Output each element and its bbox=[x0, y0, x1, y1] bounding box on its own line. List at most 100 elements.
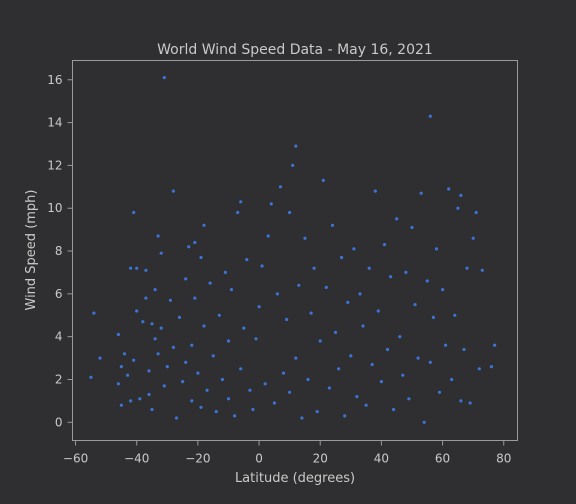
data-point bbox=[330, 223, 335, 227]
data-point bbox=[147, 392, 151, 397]
data-point bbox=[419, 191, 423, 195]
data-point bbox=[229, 288, 234, 292]
data-point bbox=[413, 303, 417, 307]
data-point bbox=[119, 403, 123, 407]
data-point bbox=[437, 390, 442, 394]
data-point bbox=[416, 356, 420, 360]
data-point bbox=[395, 217, 399, 221]
y-tick-label: 12 bbox=[47, 158, 62, 172]
data-point bbox=[471, 236, 475, 240]
data-point bbox=[398, 335, 402, 339]
data-point bbox=[382, 243, 387, 247]
x-axis-ticks: −60 −40 −20 0 20 40 60 80 bbox=[63, 440, 511, 466]
data-point bbox=[444, 343, 448, 347]
data-point bbox=[294, 356, 298, 360]
data-point bbox=[248, 388, 252, 392]
data-point bbox=[193, 240, 197, 245]
data-point bbox=[367, 266, 371, 270]
data-point bbox=[211, 354, 215, 358]
data-point bbox=[257, 305, 261, 309]
y-tick-label: 14 bbox=[47, 116, 62, 130]
data-point bbox=[459, 399, 463, 403]
x-tick-label: −20 bbox=[185, 452, 210, 466]
data-point bbox=[407, 397, 411, 401]
data-point bbox=[223, 270, 227, 274]
data-point bbox=[346, 300, 350, 304]
data-point bbox=[129, 399, 133, 403]
data-point bbox=[493, 343, 497, 347]
data-point bbox=[239, 367, 243, 371]
data-point bbox=[202, 324, 206, 328]
data-point bbox=[156, 352, 160, 356]
data-point bbox=[260, 264, 264, 268]
data-point bbox=[355, 395, 359, 399]
data-point bbox=[370, 362, 374, 367]
y-tick-label: 8 bbox=[55, 244, 63, 258]
data-point bbox=[254, 337, 258, 341]
data-point bbox=[138, 397, 142, 401]
data-point bbox=[162, 384, 166, 388]
data-point bbox=[474, 210, 478, 215]
data-point bbox=[132, 358, 136, 362]
data-point bbox=[465, 266, 469, 270]
data-point bbox=[181, 380, 185, 384]
data-point bbox=[285, 317, 289, 322]
data-point bbox=[92, 311, 96, 315]
data-point bbox=[184, 360, 188, 364]
data-point bbox=[196, 371, 200, 375]
data-point bbox=[236, 210, 240, 215]
data-point bbox=[193, 296, 197, 300]
data-point bbox=[297, 283, 301, 287]
y-axis-label: Wind Speed (mph) bbox=[24, 190, 39, 311]
data-point bbox=[428, 360, 432, 364]
data-point bbox=[343, 414, 347, 418]
data-point bbox=[251, 407, 255, 412]
data-point bbox=[226, 339, 231, 343]
data-point bbox=[392, 407, 396, 412]
scatter-points bbox=[89, 76, 497, 424]
data-point bbox=[119, 365, 123, 369]
data-point bbox=[177, 315, 182, 319]
data-point bbox=[306, 377, 310, 382]
x-axis-label: Latitude (degrees) bbox=[235, 471, 355, 486]
data-point bbox=[489, 365, 494, 369]
data-point bbox=[147, 369, 151, 373]
y-tick-label: 16 bbox=[47, 73, 62, 87]
data-point bbox=[116, 332, 120, 337]
data-point bbox=[98, 356, 102, 360]
chart-title: World Wind Speed Data - May 16, 2021 bbox=[157, 42, 433, 58]
data-point bbox=[303, 236, 307, 240]
data-point bbox=[462, 347, 466, 352]
data-point bbox=[434, 247, 439, 251]
x-tick-label: −40 bbox=[124, 452, 149, 466]
data-point bbox=[373, 189, 377, 193]
x-tick-label: 20 bbox=[313, 452, 328, 466]
data-point bbox=[208, 281, 212, 285]
data-point bbox=[281, 371, 286, 375]
data-point bbox=[245, 258, 249, 262]
data-point bbox=[318, 339, 322, 343]
data-point bbox=[447, 187, 451, 191]
data-point bbox=[453, 313, 457, 317]
data-point bbox=[153, 288, 157, 292]
data-point bbox=[144, 296, 148, 300]
data-point bbox=[239, 200, 243, 204]
x-tick-label: 40 bbox=[374, 452, 389, 466]
data-point bbox=[89, 375, 93, 379]
data-point bbox=[456, 206, 460, 210]
y-tick-label: 4 bbox=[55, 330, 63, 344]
data-point bbox=[159, 251, 163, 255]
plot-frame bbox=[72, 60, 518, 441]
data-point bbox=[199, 255, 203, 260]
data-point bbox=[156, 234, 160, 238]
data-point bbox=[324, 285, 328, 289]
data-point bbox=[410, 225, 414, 230]
data-point bbox=[199, 405, 203, 409]
y-tick-label: 2 bbox=[55, 372, 63, 386]
x-tick-label: 0 bbox=[255, 452, 263, 466]
data-point bbox=[171, 345, 175, 349]
data-point bbox=[266, 234, 270, 238]
data-point bbox=[288, 210, 292, 215]
data-point bbox=[159, 326, 163, 330]
